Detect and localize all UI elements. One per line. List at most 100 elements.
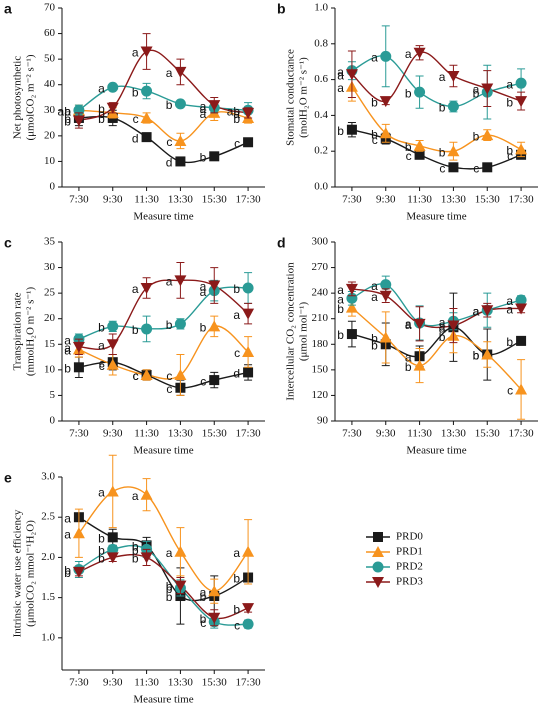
marker (515, 303, 528, 315)
significance-letter: b (506, 144, 513, 158)
significance-letter: c (99, 356, 105, 370)
significance-letter: a (64, 104, 71, 118)
marker (379, 331, 392, 343)
marker (141, 323, 153, 335)
marker (140, 46, 153, 58)
y-axis-title: (μmolCO₂ mmol⁻¹H₂O) (25, 520, 37, 627)
marker (515, 294, 527, 306)
significance-letter: a (506, 294, 513, 308)
significance-letter: c (200, 616, 206, 630)
significance-letter: a (200, 280, 207, 294)
y-tick-label: 2.0 (41, 551, 55, 563)
panel: d 90 120 150 180 210 240 270 300 7:30 9:30 11:30 13:… (277, 235, 538, 457)
panel-label: a (4, 1, 12, 17)
significance-letter: a (473, 304, 480, 318)
marker (372, 546, 384, 557)
significance-letter: a (506, 303, 513, 317)
significance-letter: a (371, 279, 378, 293)
significance-letter: b (473, 349, 480, 363)
significance-letter: b (405, 140, 412, 154)
x-tick-label: 11:30 (407, 194, 432, 206)
significance-letter: b (64, 112, 71, 126)
significance-letter: a (439, 320, 446, 334)
y-tick-label: 30 (44, 104, 56, 116)
significance-letter: b (132, 85, 139, 99)
significance-letter: b (371, 127, 378, 141)
significance-letter: ab (58, 104, 72, 118)
y-tick-label: 0.6 (314, 73, 328, 85)
marker (140, 488, 153, 500)
legend-label: PRD0 (396, 531, 423, 543)
marker (515, 383, 528, 395)
marker (481, 348, 494, 360)
significance-letter: b (64, 566, 71, 580)
marker (174, 318, 186, 330)
panel-label: e (4, 470, 12, 486)
legend-label: PRD1 (396, 546, 423, 558)
significance-letter: b (64, 361, 71, 375)
significance-letter: a (506, 77, 513, 91)
marker (482, 162, 493, 173)
significance-letter: b (132, 323, 139, 337)
y-tick-label: 60 (44, 27, 56, 39)
significance-letter: a (233, 546, 240, 560)
marker (174, 545, 187, 557)
marker (373, 532, 383, 542)
y-axis-title: (μmol mol⁻¹) (298, 302, 310, 362)
y-tick-label: 150 (312, 363, 329, 375)
significance-letter: a (64, 333, 71, 347)
significance-letter: c (406, 149, 412, 163)
x-tick-label: 9:30 (376, 428, 396, 440)
marker (106, 485, 119, 497)
significance-letter: b (439, 145, 446, 159)
x-axis-title: Measure time (133, 694, 193, 706)
marker (345, 69, 358, 81)
marker (413, 47, 426, 59)
marker (242, 282, 254, 294)
x-axis-title: Measure time (133, 445, 193, 457)
y-axis-title: (mmolH₂O m⁻² s⁻¹) (25, 287, 37, 377)
significance-letter: a (233, 107, 240, 121)
significance-letter: b (98, 544, 105, 558)
panel-label: c (4, 235, 12, 251)
significance-letter: c (439, 161, 445, 175)
y-tick-label: 0.2 (314, 145, 328, 157)
significance-letter: a (166, 275, 173, 289)
significance-letter: c (507, 149, 513, 163)
significance-letter: b (200, 321, 207, 335)
x-tick-label: 11:30 (407, 428, 432, 440)
significance-letter: b (64, 115, 71, 129)
marker (72, 527, 85, 539)
significance-letter: b (439, 330, 446, 344)
y-tick-label: 20 (44, 312, 56, 324)
significance-letter: b (98, 552, 105, 566)
marker (175, 156, 186, 167)
marker (209, 375, 220, 386)
y-tick-label: 1.5 (41, 591, 55, 603)
marker (106, 552, 119, 564)
significance-letter: a (439, 315, 446, 329)
y-axis-title: Intrinsic water use efficiency (12, 509, 24, 637)
marker (379, 96, 392, 108)
x-tick-label: 17:30 (236, 428, 262, 440)
y-tick-label: 120 (312, 389, 329, 401)
y-tick-label: 10 (44, 363, 56, 375)
significance-letter: b (371, 332, 378, 346)
significance-letter: b (371, 95, 378, 109)
x-tick-label: 9:30 (103, 194, 123, 206)
x-tick-label: 13:30 (168, 428, 194, 440)
significance-letter: c (166, 369, 172, 383)
significance-letter: a (64, 344, 71, 358)
significance-letter: c (473, 161, 479, 175)
significance-letter: a (439, 321, 446, 335)
marker (242, 308, 255, 320)
significance-letter: a (371, 290, 378, 304)
marker (345, 283, 358, 295)
significance-letter: c (166, 135, 172, 149)
x-tick-label: 15:30 (475, 428, 501, 440)
marker (73, 362, 84, 373)
significance-letter: a (405, 47, 412, 61)
marker (516, 335, 527, 346)
y-tick-label: 30 (44, 261, 56, 273)
significance-letter: a (233, 308, 240, 322)
